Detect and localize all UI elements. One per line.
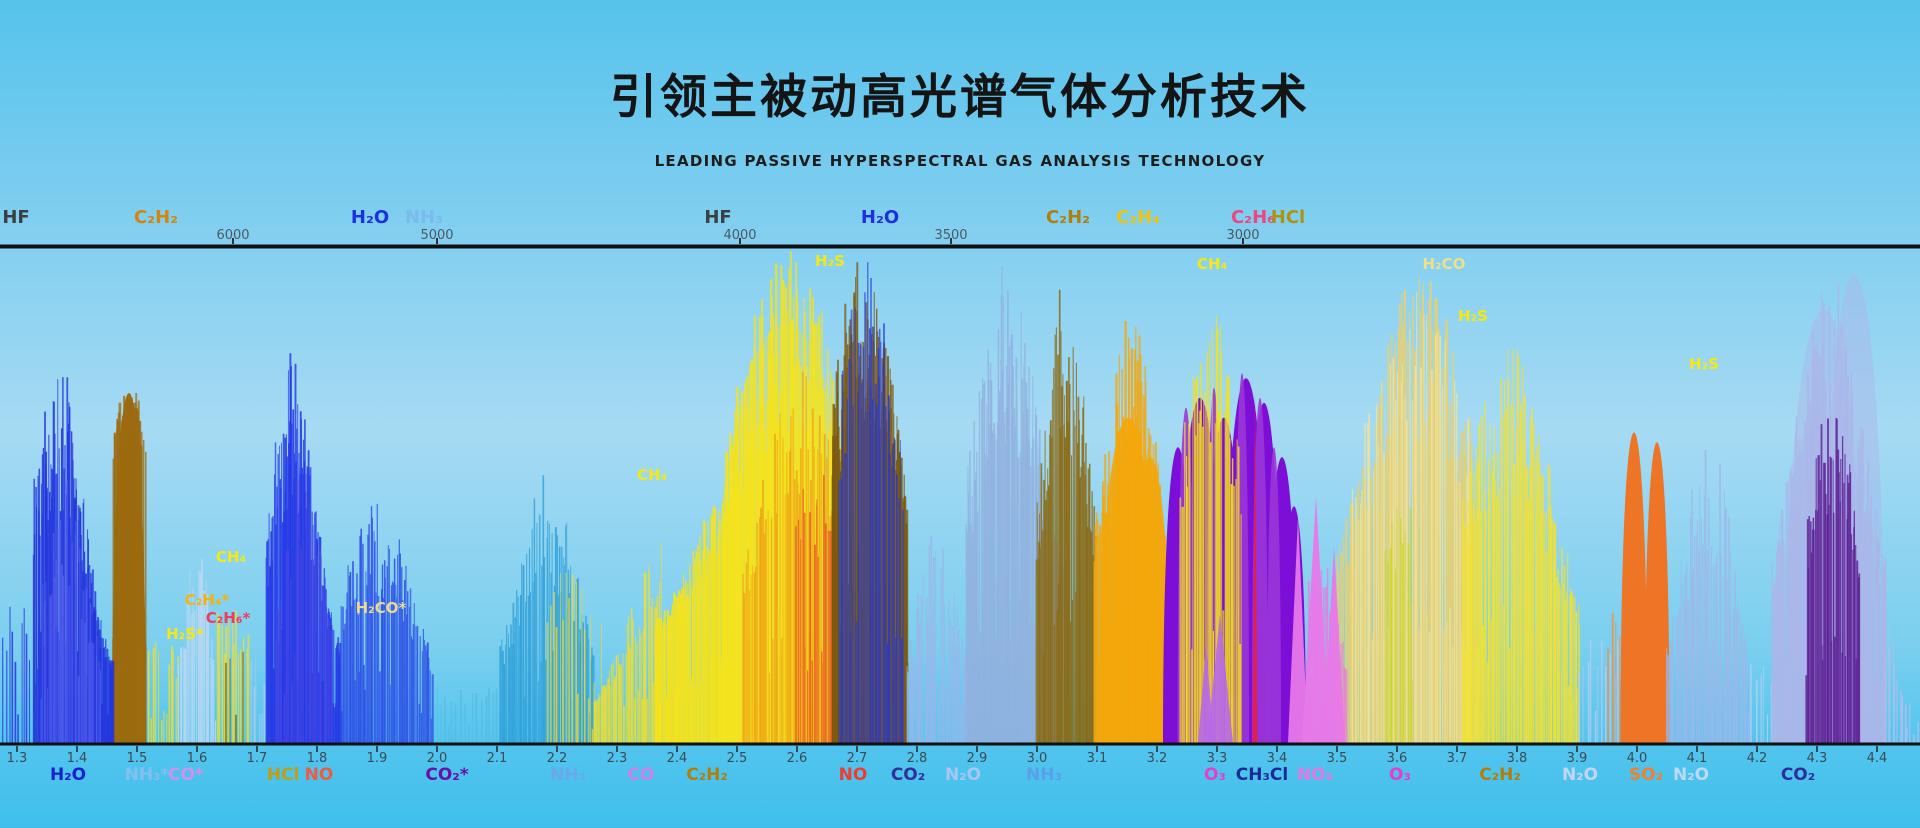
gas-label-inner: C₂H₆*: [205, 609, 251, 627]
gas-label-bottom: CO: [627, 765, 655, 785]
gas-label-bottom: N₂O: [944, 765, 982, 785]
gas-label-inner: H₂S*: [166, 625, 204, 643]
gas-label-top: H₂O: [350, 207, 390, 228]
gas-label-top: C₂H₂: [1045, 207, 1091, 228]
bottom-axis-tick-label: 3.6: [1386, 751, 1408, 766]
bottom-axis-tick-label: 2.1: [486, 751, 508, 766]
gas-label-top: C₂H₂: [133, 207, 179, 228]
bottom-axis-tick-label: 2.6: [786, 751, 808, 766]
bottom-axis-tick-label: 3.0: [1026, 751, 1048, 766]
top-axis-tick-label: 3500: [934, 228, 968, 243]
gas-label-bottom: C₂H₂: [686, 765, 728, 785]
bottom-axis-tick-label: 4.3: [1806, 751, 1828, 766]
gas-label-bottom: O₃: [1204, 765, 1226, 785]
bottom-axis-tick-label: 3.3: [1206, 751, 1228, 766]
bottom-axis-tick-label: 3.2: [1146, 751, 1168, 766]
bottom-axis-tick-label: 3.5: [1326, 751, 1348, 766]
bottom-axis-tick-label: 4.2: [1746, 751, 1768, 766]
bottom-axis-tick-label: 1.7: [246, 751, 268, 766]
gas-label-inner: H₂CO*: [355, 599, 407, 617]
bottom-axis-tick-label: 4.0: [1626, 751, 1648, 766]
bottom-axis-tick-label: 4.1: [1686, 751, 1708, 766]
gas-label-bottom: HCl: [266, 765, 300, 785]
bottom-axis-tick-label: 4.4: [1866, 751, 1888, 766]
gas-label-bottom: CO₂*: [425, 765, 469, 785]
gas-label-bottom: NO₂: [1296, 765, 1334, 785]
gas-label-bottom: CO₂: [1780, 765, 1816, 785]
gas-label-top: NH₃: [404, 207, 444, 228]
bottom-axis-tick-label: 1.3: [6, 751, 28, 766]
gas-label-top: C₂H₆: [1230, 207, 1276, 228]
bottom-axis-tick-label: 3.4: [1266, 751, 1288, 766]
bottom-axis-tick-label: 1.9: [366, 751, 388, 766]
gas-label-inner: CH₄: [215, 548, 247, 566]
gas-label-top: HCl: [1270, 207, 1306, 228]
bottom-axis-tick-label: 2.8: [906, 751, 928, 766]
page-title: 引领主被动高光谱气体分析技术: [610, 70, 1310, 125]
gas-label-bottom: NO: [304, 765, 334, 785]
page-subtitle: LEADING PASSIVE HYPERSPECTRAL GAS ANALYS…: [654, 152, 1266, 170]
gas-label-inner: CH₄: [1196, 255, 1228, 273]
gas-label-inner: CH₄: [636, 466, 668, 484]
bottom-axis-tick-label: 3.8: [1506, 751, 1528, 766]
bottom-axis-tick-label: 1.6: [186, 751, 208, 766]
gas-label-bottom: CO₂: [890, 765, 926, 785]
gas-label-inner: H₂S: [1689, 355, 1719, 373]
bottom-axis-tick-label: 3.7: [1446, 751, 1468, 766]
bottom-axis-tick-label: 1.4: [66, 751, 88, 766]
gas-label-top: C₂H₄: [1115, 207, 1161, 228]
bottom-axis-tick-label: 2.3: [606, 751, 628, 766]
gas-label-top: HF: [704, 207, 732, 228]
gas-label-bottom: C₂H₂: [1479, 765, 1521, 785]
gas-label-bottom: NH₃: [1026, 765, 1062, 785]
top-axis-tick-label: 3000: [1226, 228, 1260, 243]
bottom-axis-tick-label: 1.5: [126, 751, 148, 766]
gas-label-inner: H₂CO: [1422, 255, 1466, 273]
gas-label-bottom: CH₃Cl: [1235, 765, 1289, 785]
gas-label-bottom: O₃: [1389, 765, 1411, 785]
gas-label-bottom: N₂O: [1561, 765, 1599, 785]
gas-label-top: H₂O: [860, 207, 900, 228]
bottom-axis-tick-label: 2.7: [846, 751, 868, 766]
gas-label-bottom: NH₃*: [124, 765, 170, 785]
bottom-axis-tick-label: 2.9: [966, 751, 988, 766]
top-axis-tick-label: 4000: [723, 228, 757, 243]
bottom-axis-tick-label: 1.8: [306, 751, 328, 766]
gas-label-bottom: NH₃: [550, 765, 586, 785]
gas-label-bottom: H₂O: [49, 765, 87, 785]
bottom-axis-tick-label: 3.9: [1566, 751, 1588, 766]
gas-label-inner: C₂H₄*: [184, 591, 230, 609]
gas-label-bottom: SO₂: [1628, 765, 1664, 785]
gas-label-bottom: CO*: [168, 765, 204, 785]
gas-label-bottom: NO: [838, 765, 868, 785]
gas-label-bottom: N₂O: [1672, 765, 1710, 785]
bottom-axis-tick-label: 3.1: [1086, 751, 1108, 766]
top-axis-tick-label: 6000: [216, 228, 250, 243]
bottom-axis-tick-label: 2.2: [546, 751, 568, 766]
gas-label-inner: H₂S: [1458, 307, 1488, 325]
top-axis-tick-label: 5000: [420, 228, 454, 243]
bottom-axis-tick-label: 2.4: [666, 751, 688, 766]
bottom-axis-tick-label: 2.5: [726, 751, 748, 766]
gas-label-top: HF: [2, 207, 30, 228]
bottom-axis-tick-label: 2.0: [426, 751, 448, 766]
gas-label-inner: H₂S: [815, 252, 845, 270]
